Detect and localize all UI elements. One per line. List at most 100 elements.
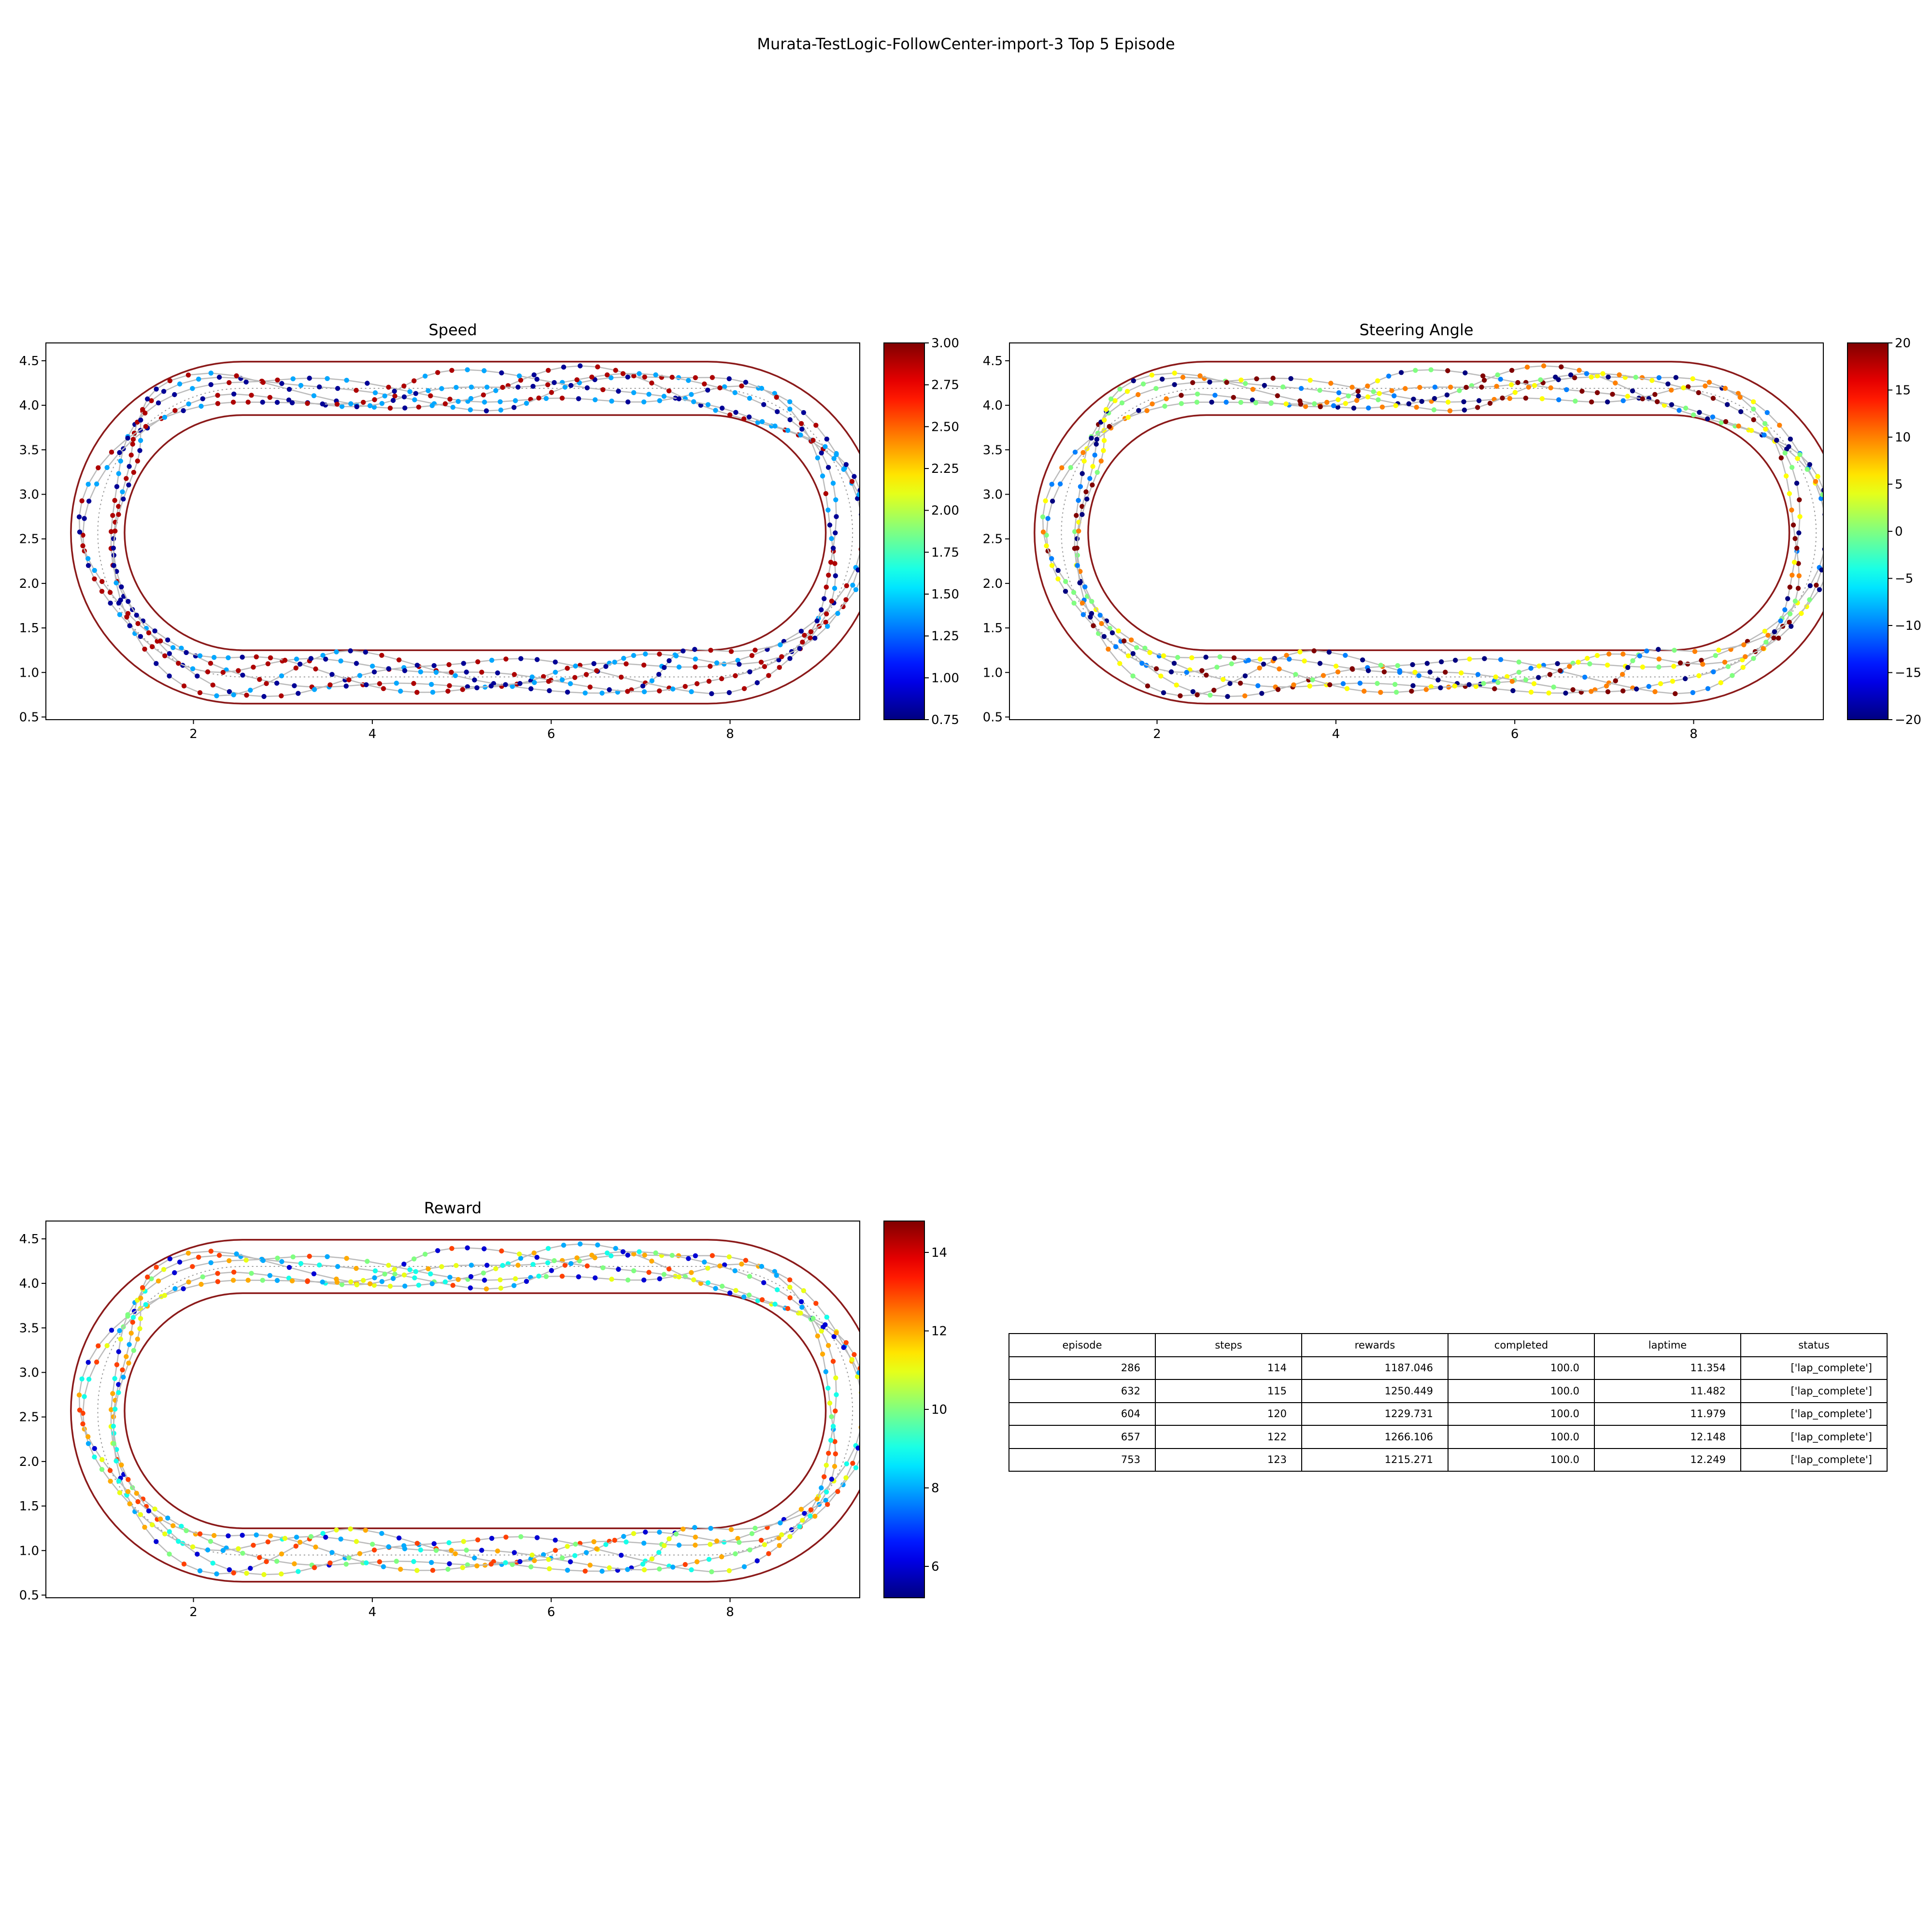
speed-data-point (320, 653, 326, 658)
speed-colorbar (883, 342, 925, 720)
reward-data-point (161, 1267, 167, 1272)
steering-data-point (1743, 654, 1748, 659)
reward-data-point (649, 1258, 654, 1264)
reward-data-point (344, 1256, 349, 1261)
reward-data-point (386, 1544, 391, 1549)
steering-data-point (1427, 669, 1433, 675)
speed-data-point (226, 655, 231, 661)
steering-colorbar-tick-label: 5 (1895, 478, 1903, 492)
reward-data-point (257, 1555, 262, 1560)
reward-data-point (104, 1343, 110, 1349)
reward-data-point (158, 1516, 163, 1522)
steering-data-point (1820, 492, 1823, 497)
reward-data-point (143, 1302, 148, 1307)
speed-data-point (80, 543, 85, 549)
reward-data-point (99, 1457, 105, 1463)
reward-data-point (798, 1299, 804, 1305)
steering-data-point (1089, 599, 1094, 604)
steering-data-point (1782, 607, 1788, 612)
speed-data-point (414, 663, 420, 668)
steering-data-point (1796, 573, 1802, 579)
steering-data-point (1654, 399, 1660, 404)
reward-data-point (646, 1270, 652, 1275)
steering-data-point (1677, 660, 1683, 666)
speed-data-point (447, 683, 452, 688)
reward-data-point (726, 1568, 732, 1574)
steering-data-point (1307, 378, 1313, 383)
speed-data-point (649, 380, 654, 386)
reward-data-point (361, 1278, 366, 1283)
steering-data-point (1459, 670, 1464, 676)
steering-data-point (1509, 368, 1515, 373)
steering-y-tick-label: 4.5 (983, 354, 1003, 369)
steering-data-point (1125, 414, 1131, 420)
steering-data-point (1682, 676, 1688, 682)
reward-data-point (733, 1551, 738, 1557)
steering-data-point (1797, 514, 1803, 519)
steering-data-point (1792, 536, 1798, 541)
steering-data-point (1579, 388, 1585, 394)
steering-data-point (1787, 491, 1792, 497)
speed-data-point (762, 664, 767, 669)
steering-data-point (1160, 376, 1165, 382)
speed-data-point (274, 399, 280, 405)
reward-data-point (779, 1532, 784, 1537)
steering-data-point (1149, 372, 1155, 378)
speed-data-point (317, 384, 322, 390)
speed-data-point (661, 394, 667, 399)
steering-data-point (1673, 691, 1678, 696)
speed-data-point (543, 396, 549, 401)
speed-data-point (618, 674, 624, 680)
steering-data-point (1178, 693, 1183, 698)
speed-data-point (710, 375, 715, 380)
speed-data-point (669, 374, 675, 380)
steering-data-point (1620, 398, 1626, 403)
speed-data-point (482, 368, 487, 373)
steering-data-point (1080, 612, 1086, 617)
reward-data-point (850, 1461, 855, 1466)
steering-data-point (1548, 385, 1553, 391)
speed-data-point (662, 665, 667, 670)
steering-data-point (1786, 444, 1791, 449)
speed-data-point (584, 385, 590, 391)
speed-data-point (449, 669, 454, 675)
speed-data-point (565, 689, 570, 695)
steering-data-point (1539, 396, 1545, 401)
reward-data-point (713, 1286, 718, 1291)
steering-data-point (1075, 563, 1080, 568)
steering-data-point (1109, 630, 1115, 636)
speed-data-point (534, 657, 540, 662)
steering-data-point (1796, 530, 1802, 536)
steering-colorbar-tick-label: 15 (1895, 384, 1911, 398)
speed-data-point (676, 396, 682, 401)
reward-data-point (402, 1283, 408, 1289)
speed-data-point (292, 683, 297, 688)
reward-data-point (236, 1546, 241, 1551)
reward-data-point (787, 1534, 793, 1539)
reward-data-point (808, 1513, 813, 1519)
steering-data-point (1366, 405, 1371, 411)
reward-data-point (114, 1458, 119, 1463)
speed-data-point (689, 689, 694, 695)
reward-data-point (116, 1382, 121, 1387)
steering-data-point (1184, 669, 1189, 675)
steering-data-point (1771, 635, 1776, 641)
steering-data-point (1174, 682, 1179, 688)
reward-data-point (819, 1328, 824, 1334)
speed-data-point (835, 611, 840, 616)
reward-data-point (354, 1265, 359, 1271)
speed-data-point (117, 612, 123, 617)
speed-data-point (862, 570, 867, 575)
steering-data-point (1706, 380, 1712, 385)
table-cell-rewards: 1250.449 (1301, 1379, 1449, 1403)
reward-data-point (829, 1477, 835, 1482)
steering-data-point (1765, 633, 1771, 638)
reward-data-point (138, 1295, 143, 1301)
reward-data-point (433, 1548, 439, 1553)
speed-data-point (346, 677, 352, 682)
speed-data-point (244, 693, 249, 698)
steering-data-point (1194, 399, 1200, 405)
reward-data-point (128, 1331, 134, 1336)
table-cell-status: ['lap_complete'] (1740, 1425, 1888, 1449)
